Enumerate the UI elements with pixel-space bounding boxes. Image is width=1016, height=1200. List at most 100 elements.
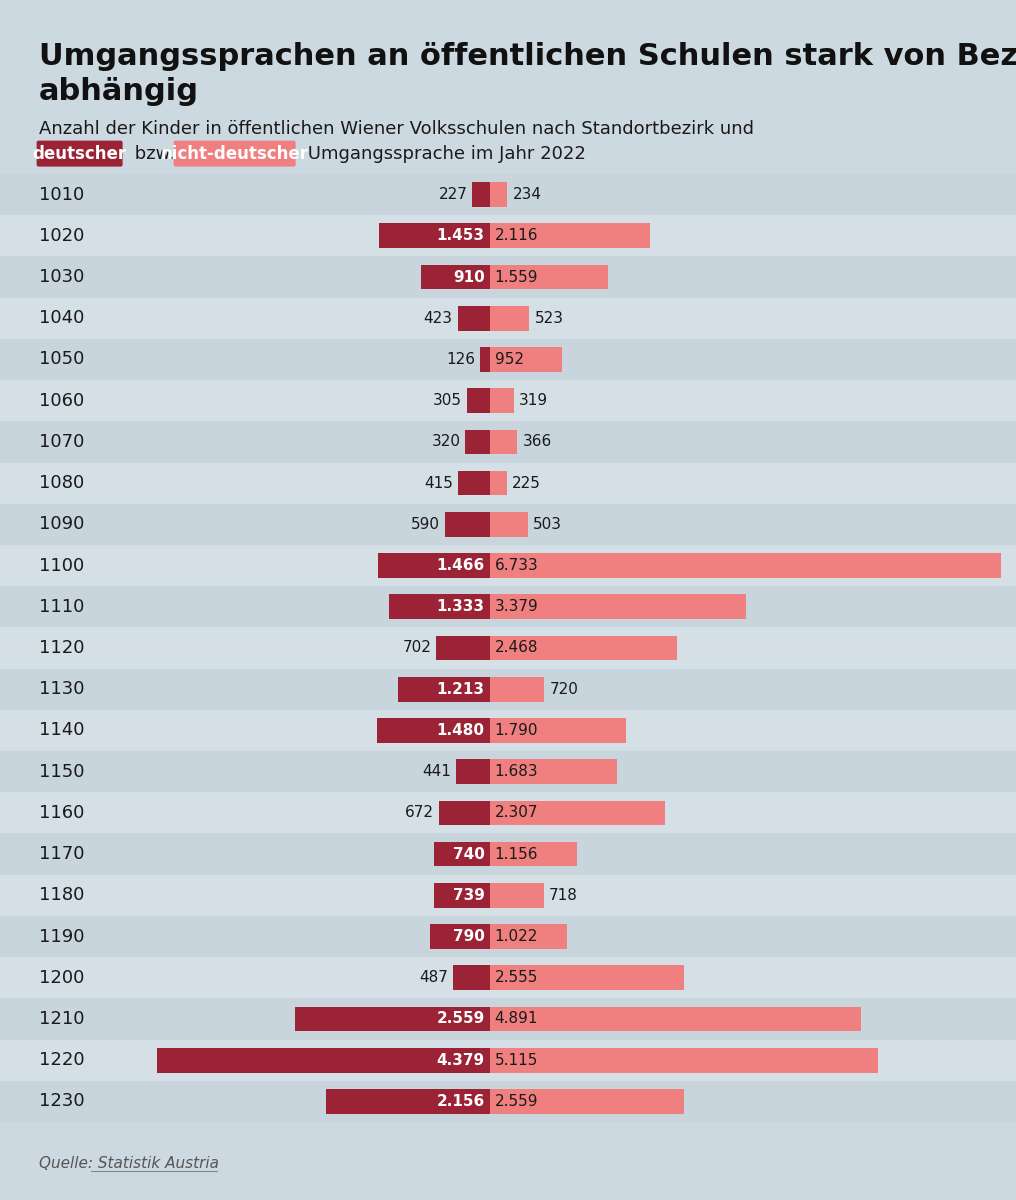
Bar bbox=[490, 841, 577, 866]
Bar bbox=[490, 883, 545, 907]
Text: 1110: 1110 bbox=[39, 598, 84, 616]
Text: 487: 487 bbox=[419, 971, 448, 985]
Text: 366: 366 bbox=[522, 434, 552, 450]
Text: 1220: 1220 bbox=[39, 1051, 84, 1069]
Bar bbox=[466, 389, 490, 413]
Text: nicht-deutscher: nicht-deutscher bbox=[161, 144, 309, 162]
Text: 3.379: 3.379 bbox=[495, 599, 538, 614]
Text: 1080: 1080 bbox=[39, 474, 84, 492]
Bar bbox=[490, 718, 626, 743]
Bar bbox=[0, 462, 1016, 504]
FancyBboxPatch shape bbox=[174, 140, 296, 167]
Text: 1040: 1040 bbox=[39, 310, 84, 328]
Text: 1050: 1050 bbox=[39, 350, 84, 368]
Text: 1.333: 1.333 bbox=[437, 599, 485, 614]
Text: 1.022: 1.022 bbox=[495, 929, 538, 944]
Bar bbox=[490, 512, 528, 536]
Text: 1200: 1200 bbox=[39, 968, 84, 986]
Bar bbox=[465, 430, 490, 455]
Bar bbox=[0, 298, 1016, 338]
Bar bbox=[490, 965, 684, 990]
Text: 740: 740 bbox=[453, 846, 485, 862]
Text: 4.891: 4.891 bbox=[495, 1012, 538, 1026]
Bar bbox=[0, 751, 1016, 792]
Bar bbox=[157, 1048, 490, 1073]
Bar bbox=[490, 306, 529, 331]
Bar bbox=[0, 1039, 1016, 1081]
Bar bbox=[490, 636, 677, 660]
Text: 2.468: 2.468 bbox=[495, 641, 538, 655]
Bar bbox=[326, 1090, 490, 1114]
Bar bbox=[445, 512, 490, 536]
Text: 1140: 1140 bbox=[39, 721, 84, 739]
Bar bbox=[434, 841, 490, 866]
Bar bbox=[430, 924, 490, 949]
Bar bbox=[379, 223, 490, 248]
Bar bbox=[0, 916, 1016, 958]
Text: 5.115: 5.115 bbox=[495, 1052, 538, 1068]
Bar bbox=[0, 668, 1016, 710]
Text: 720: 720 bbox=[550, 682, 578, 697]
Bar bbox=[490, 182, 507, 206]
FancyBboxPatch shape bbox=[37, 140, 123, 167]
Bar bbox=[490, 800, 664, 826]
Bar bbox=[388, 594, 490, 619]
Text: Quelle: Statistik Austria: Quelle: Statistik Austria bbox=[39, 1157, 218, 1171]
Bar bbox=[378, 553, 490, 578]
Text: 503: 503 bbox=[532, 517, 562, 532]
Bar bbox=[490, 430, 517, 455]
Text: 790: 790 bbox=[453, 929, 485, 944]
Bar bbox=[437, 636, 490, 660]
Bar bbox=[472, 182, 490, 206]
Text: 126: 126 bbox=[446, 352, 475, 367]
Text: 1180: 1180 bbox=[39, 887, 84, 905]
Text: 1120: 1120 bbox=[39, 638, 84, 658]
Text: Anzahl der Kinder in öffentlichen Wiener Volksschulen nach Standortbezirk und: Anzahl der Kinder in öffentlichen Wiener… bbox=[39, 120, 754, 138]
Text: 234: 234 bbox=[512, 187, 542, 202]
Bar bbox=[490, 347, 562, 372]
Text: 1090: 1090 bbox=[39, 515, 84, 533]
Bar bbox=[0, 998, 1016, 1039]
Bar bbox=[0, 380, 1016, 421]
Text: 441: 441 bbox=[423, 764, 451, 779]
Bar bbox=[434, 883, 490, 907]
Text: 1190: 1190 bbox=[39, 928, 84, 946]
Bar bbox=[0, 215, 1016, 257]
Bar bbox=[0, 545, 1016, 586]
Bar bbox=[481, 347, 490, 372]
Bar bbox=[490, 553, 1001, 578]
Text: 1100: 1100 bbox=[39, 557, 84, 575]
Bar bbox=[0, 1081, 1016, 1122]
Bar bbox=[397, 677, 490, 702]
Bar bbox=[490, 223, 650, 248]
Bar bbox=[0, 504, 1016, 545]
Bar bbox=[490, 677, 545, 702]
Bar bbox=[0, 421, 1016, 462]
Bar bbox=[0, 257, 1016, 298]
Bar bbox=[0, 958, 1016, 998]
Text: deutscher: deutscher bbox=[33, 144, 127, 162]
Text: 1150: 1150 bbox=[39, 763, 84, 781]
Text: 423: 423 bbox=[424, 311, 452, 325]
Text: 1130: 1130 bbox=[39, 680, 84, 698]
Text: 2.116: 2.116 bbox=[495, 228, 538, 244]
Bar bbox=[377, 718, 490, 743]
Bar bbox=[458, 470, 490, 496]
Bar bbox=[490, 470, 507, 496]
Text: 1.683: 1.683 bbox=[495, 764, 538, 779]
Bar bbox=[0, 710, 1016, 751]
Bar bbox=[0, 875, 1016, 916]
Text: 320: 320 bbox=[432, 434, 460, 450]
Text: 1010: 1010 bbox=[39, 186, 84, 204]
Text: 1060: 1060 bbox=[39, 391, 84, 409]
Text: 4.379: 4.379 bbox=[437, 1052, 485, 1068]
Bar bbox=[453, 965, 490, 990]
Bar bbox=[490, 389, 514, 413]
Text: 2.555: 2.555 bbox=[495, 971, 538, 985]
Text: 2.559: 2.559 bbox=[437, 1012, 485, 1026]
Bar bbox=[490, 265, 608, 289]
Bar bbox=[0, 586, 1016, 628]
Bar bbox=[296, 1007, 490, 1031]
Bar bbox=[0, 834, 1016, 875]
Text: 1070: 1070 bbox=[39, 433, 84, 451]
